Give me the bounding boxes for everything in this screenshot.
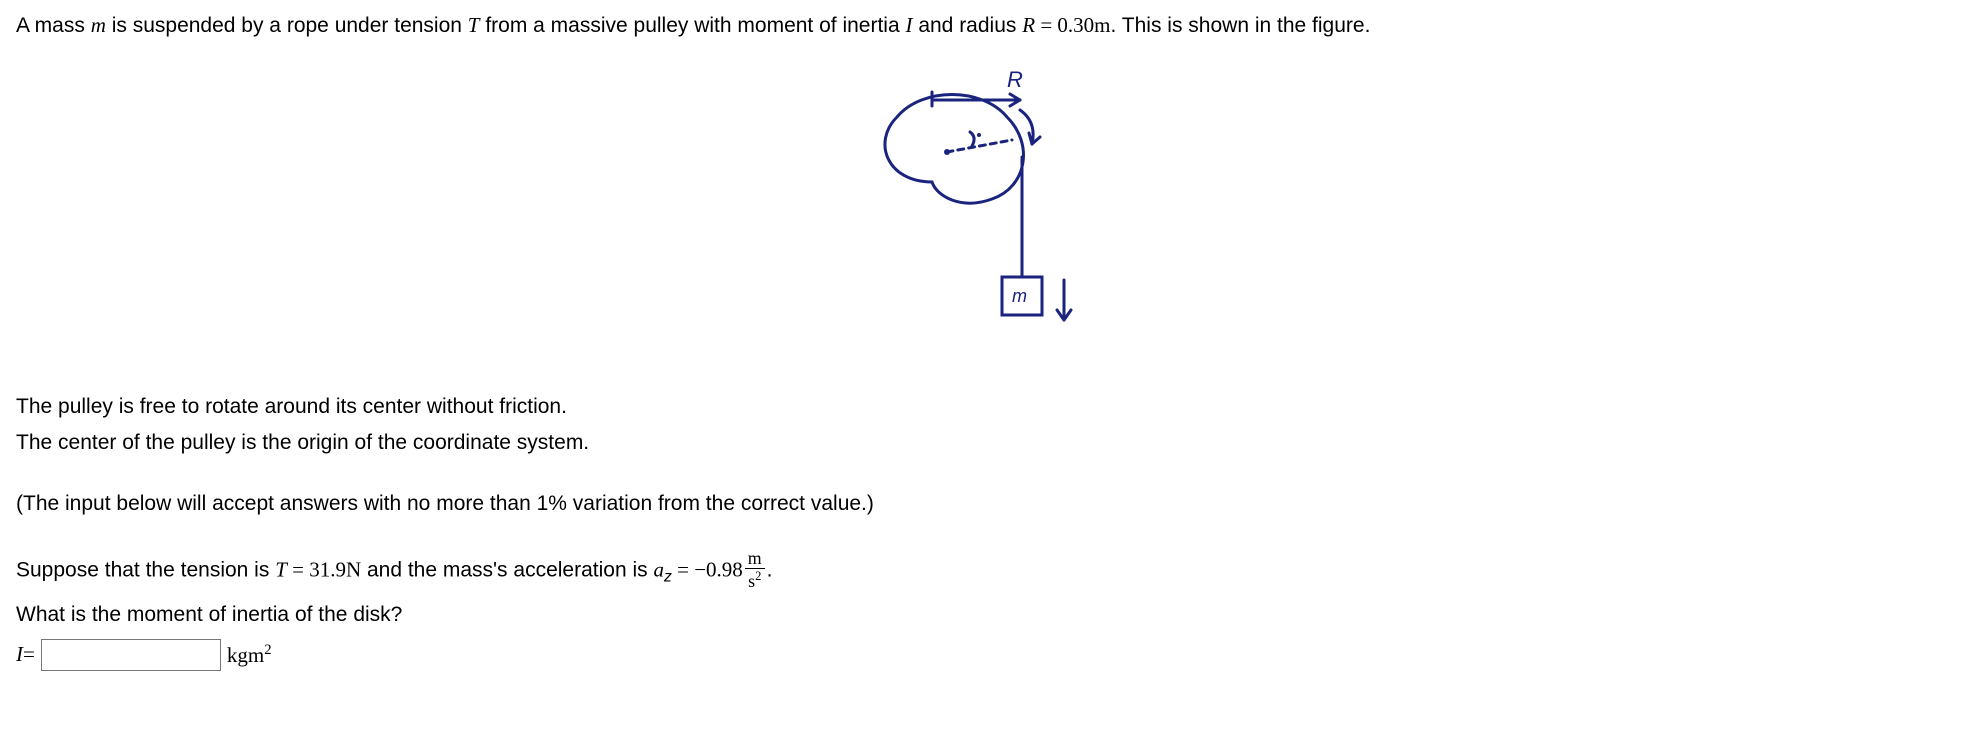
q-frac-num: m xyxy=(745,550,765,570)
answer-var-I: I xyxy=(16,639,23,671)
q-var-a: a xyxy=(653,557,664,581)
eq-sign-1: = xyxy=(1035,13,1057,37)
q-T-unit: N xyxy=(346,557,361,581)
intro-part5: . This is shown in the figure. xyxy=(1111,14,1371,37)
radius-value: 0.30 xyxy=(1057,13,1094,37)
moment-of-inertia-input[interactable] xyxy=(41,639,221,671)
q-frac-den: s2 xyxy=(745,569,765,591)
q-eq1: = xyxy=(287,557,309,581)
q-var-T: T xyxy=(275,557,287,581)
var-m: m xyxy=(91,13,106,37)
intro-part4: and radius xyxy=(912,14,1022,37)
q-T-val: 31.9 xyxy=(309,557,346,581)
q-sub-z: z xyxy=(664,568,672,585)
var-T: T xyxy=(468,13,480,37)
answer-unit: kgm2 xyxy=(227,639,272,672)
description-block: The pulley is free to rotate around its … xyxy=(16,391,1948,458)
answer-eq: = xyxy=(23,639,35,671)
pulley-diagram-svg: R m xyxy=(852,62,1112,342)
q-a-val: −0.98 xyxy=(694,557,743,581)
radius-unit: m xyxy=(1094,13,1110,37)
question-line-2: What is the moment of inertia of the dis… xyxy=(16,599,1948,631)
question-line-1: Suppose that the tension is T = 31.9N an… xyxy=(16,550,1948,592)
question-block: Suppose that the tension is T = 31.9N an… xyxy=(16,550,1948,631)
tolerance-note: (The input below will accept answers wit… xyxy=(16,488,1948,520)
desc-line-2: The center of the pulley is the origin o… xyxy=(16,427,1948,459)
q-eq2: = xyxy=(672,557,694,581)
intro-part1: A mass xyxy=(16,14,91,37)
q-text3: . xyxy=(767,558,773,581)
figure-label-R: R xyxy=(1007,67,1023,92)
var-R: R xyxy=(1022,13,1035,37)
intro-part3: from a massive pulley with moment of ine… xyxy=(479,14,905,37)
desc-line-1: The pulley is free to rotate around its … xyxy=(16,391,1948,423)
q-a-unit-frac: ms2 xyxy=(745,550,765,592)
q-text1: Suppose that the tension is xyxy=(16,558,275,581)
pulley-figure: R m xyxy=(16,62,1948,352)
figure-label-m: m xyxy=(1012,286,1027,306)
q-text2: and the mass's acceleration is xyxy=(361,558,653,581)
answer-row: I = kgm2 xyxy=(16,639,1948,672)
intro-text: A mass m is suspended by a rope under te… xyxy=(16,10,1948,42)
intro-part2: is suspended by a rope under tension xyxy=(106,14,468,37)
